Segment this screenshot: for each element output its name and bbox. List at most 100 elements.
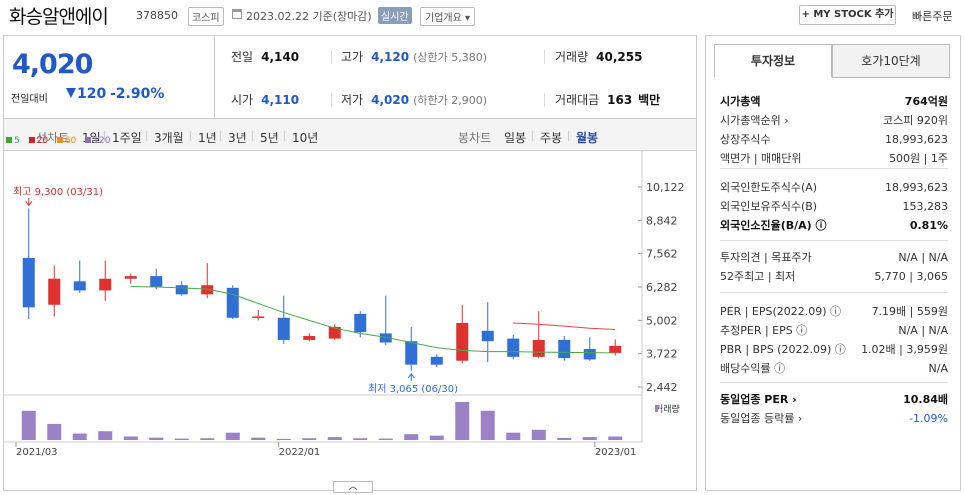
candle-body <box>48 278 61 305</box>
ma5-line <box>130 286 616 354</box>
volume-bar <box>608 436 623 440</box>
market-badge: 코스피 <box>188 7 224 26</box>
volume-bar <box>276 438 291 440</box>
x-tick-label: 2022/01 <box>279 447 321 458</box>
add-mystock-button[interactable]: + MY STOCK 추가 <box>799 5 896 25</box>
quote-low: 저가 4,020 (하한가 2,900) <box>341 93 487 107</box>
y-tick-label: 2,442 <box>646 381 678 394</box>
info-label: 추정PER | EPS ⓘ <box>720 324 808 337</box>
info-value: 500원 | 1주 <box>889 152 948 165</box>
tab-1y[interactable]: 1년 <box>198 131 217 145</box>
candle-body <box>22 257 35 308</box>
ma20-line <box>513 322 616 330</box>
tab-weekly[interactable]: 주봉 <box>540 131 563 145</box>
candle-body <box>507 338 520 357</box>
volume-bar <box>302 438 317 440</box>
y-tick-label: 3,722 <box>646 348 678 361</box>
volume-bar <box>149 437 164 440</box>
divider <box>720 168 948 169</box>
y-tick-label: 10,122 <box>646 181 685 194</box>
info-label: 액면가 | 매매단위 <box>720 152 802 165</box>
divider <box>720 382 948 383</box>
info-value: 764억원 <box>904 95 948 108</box>
candle-body <box>175 285 188 295</box>
x-tick-label: 2021/03 <box>16 447 58 458</box>
info-row: 52주최고 | 최저 5,770 | 3,065 <box>720 269 948 285</box>
volume-bar <box>47 423 62 440</box>
volume-bar <box>582 437 597 440</box>
min-arrow-head <box>407 372 415 379</box>
volume-bar <box>557 437 572 440</box>
volume-bar <box>531 429 546 440</box>
volume-bar <box>327 437 342 440</box>
expand-chart-button[interactable]: ︿ <box>333 481 373 493</box>
volume-bar <box>72 433 87 440</box>
tab-3y[interactable]: 3년 <box>228 131 247 145</box>
quick-order-button[interactable]: 빠른주문 <box>912 10 953 23</box>
candle-body <box>405 341 418 365</box>
candle-body <box>201 285 214 295</box>
candle-body <box>354 313 367 333</box>
volume-bar <box>98 431 113 440</box>
info-label: 외국인소진율(B/A) ⓘ <box>720 219 827 232</box>
stock-name: 화승알앤에이 <box>9 6 109 28</box>
info-value: N/A <box>928 362 948 375</box>
stock-code: 378850 <box>136 9 178 22</box>
tab-10y[interactable]: 10년 <box>292 131 319 145</box>
candle-body <box>583 349 596 360</box>
main-panel: 4,020 전일대비 120 -2.90% 전일 4,140 고가 4,120 (상한… <box>3 35 697 491</box>
info-row: 추정PER | EPS ⓘ N/A | N/A <box>720 323 948 339</box>
quote-open: 시가 4,110 <box>231 93 300 107</box>
info-value: -1.09% <box>909 412 948 425</box>
change-label: 전일대비 <box>11 94 48 105</box>
tab-investment-info[interactable]: 투자정보 <box>714 44 832 78</box>
realtime-button[interactable]: 실시간 <box>378 7 412 24</box>
legend-ma60[interactable]: 60 <box>56 136 76 146</box>
info-label: 52주최고 | 최저 <box>720 270 796 283</box>
candle-body <box>99 278 112 291</box>
chart-period-tabs: 선차트 1일 1주일 3개월 1년 3년 5년 10년 봉차트 일봉 주봉 월봉 <box>4 119 696 151</box>
tab-order-book[interactable]: 호가10단계 <box>832 44 950 78</box>
info-value: N/A | N/A <box>898 324 948 337</box>
info-row: 투자의견 | 목표주가 N/A | N/A <box>720 250 948 266</box>
info-value: 7.19배 | 559원 <box>871 305 948 318</box>
investment-info-panel: 투자정보 호가10단계 시가총액 764억원 시가총액순위 › 코스피 920위 상장주… <box>705 35 961 491</box>
info-label: 동일업종 PER › <box>720 393 797 406</box>
info-label: 동일업종 등락률 › <box>720 412 803 425</box>
tab-3m[interactable]: 3개월 <box>154 131 184 145</box>
volume-bar <box>455 402 470 440</box>
candle-body <box>558 339 571 359</box>
y-tick-label: 8,842 <box>646 214 678 227</box>
legend-ma120[interactable]: 120 <box>85 136 110 146</box>
volume-bar <box>404 434 419 440</box>
tab-daily[interactable]: 일봉 <box>504 131 527 145</box>
info-label: PER | EPS(2022.09) ⓘ <box>720 305 842 318</box>
stock-chart[interactable]: 10,122 8,842 7,562 6,282 5,002 3,722 2,442 2021… <box>0 0 700 495</box>
info-row: 동일업종 PER › 10.84배 <box>720 392 948 408</box>
tab-1w[interactable]: 1주일 <box>112 131 142 145</box>
info-row: 액면가 | 매매단위 500원 | 1주 <box>720 151 948 167</box>
quote-amount: 거래대금 163 백만 <box>555 93 661 107</box>
info-value: 1.02배 | 3,959원 <box>861 343 948 356</box>
info-value: 코스피 920위 <box>883 114 948 127</box>
candle-body <box>252 316 265 318</box>
info-label: 배당수익률 ⓘ <box>720 362 786 375</box>
legend-ma20[interactable]: 20 <box>28 136 48 146</box>
change-percent: -2.90% <box>110 86 165 102</box>
info-value: 5,770 | 3,065 <box>874 270 948 283</box>
quote-prev: 전일 4,140 <box>231 50 300 64</box>
max-arrow-head <box>25 201 33 207</box>
candle-body <box>124 276 137 279</box>
tab-monthly[interactable]: 월봉 <box>576 131 599 145</box>
company-overview-dropdown[interactable]: 기업개요 ▾ <box>420 7 475 26</box>
info-label: 시가총액순위 › <box>720 114 789 127</box>
x-tick-label: 2023/01 <box>595 447 637 458</box>
down-arrow-icon <box>66 88 76 98</box>
info-value: 10.84배 <box>903 393 948 406</box>
max-annotation: 최고 9,300 (03/31) <box>13 186 103 198</box>
tab-5y[interactable]: 5년 <box>260 131 279 145</box>
legend-ma5[interactable]: 5 <box>6 136 20 146</box>
volume-bar <box>506 432 521 440</box>
volume-label: 거래량 <box>655 403 680 415</box>
candle-body <box>73 281 86 291</box>
